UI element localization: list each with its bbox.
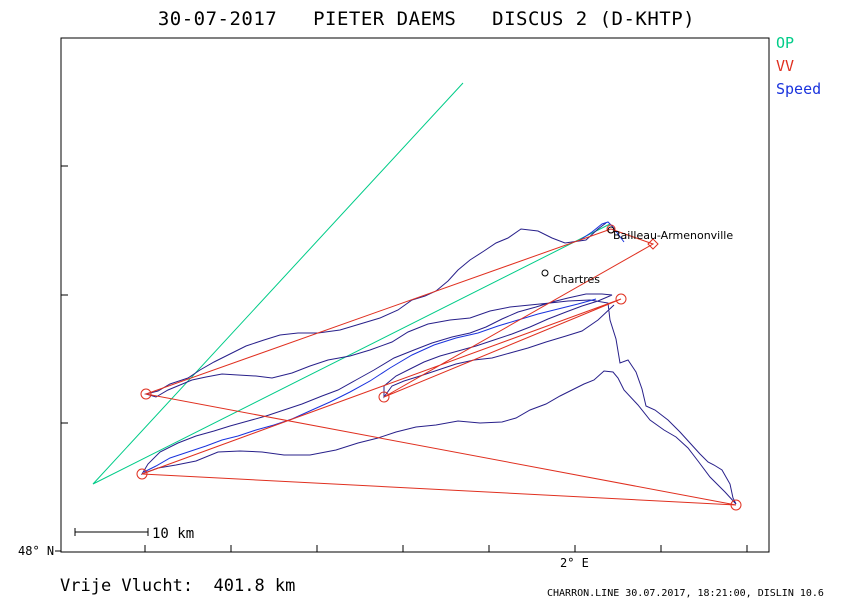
lon-ticks [144,545,748,552]
legend-vv: VV [776,57,795,75]
turnpoint-circle [615,293,627,305]
turnpoint-circle [136,468,148,480]
turnpoint-diamond [647,238,659,250]
speed-trace-2 [579,221,625,243]
op-line [92,82,611,485]
vv-line [141,228,737,506]
turnpoint-circle [140,388,152,400]
bailleau-marker [607,226,615,234]
flight-trace [140,222,737,505]
chartres-marker [541,269,549,277]
lon-label: 2° E [560,556,589,570]
scale-label: 10 km [152,526,195,542]
lat-label: 48° N [18,544,55,558]
place-label-bailleau: Bailleau-Armenonville [613,229,734,242]
turnpoint-circle [378,391,390,403]
turnpoint-markers [136,224,742,511]
speed-trace [143,298,597,473]
map-title: 30-07-2017 PIETER DAEMS DISCUS 2 (D-KHTP… [157,8,696,30]
distance-label: Vrije Vlucht: 401.8 km [60,576,296,596]
legend-op: OP [776,34,795,52]
lat-ticks [55,165,68,552]
legend-speed: Speed [776,80,822,98]
scale-bar [74,528,149,536]
turnpoint-circle [730,499,742,511]
footer-info: CHARRON.LINE 30.07.2017, 18:21:00, DISLI… [547,588,824,599]
place-label-chartres: Chartres [553,273,601,286]
